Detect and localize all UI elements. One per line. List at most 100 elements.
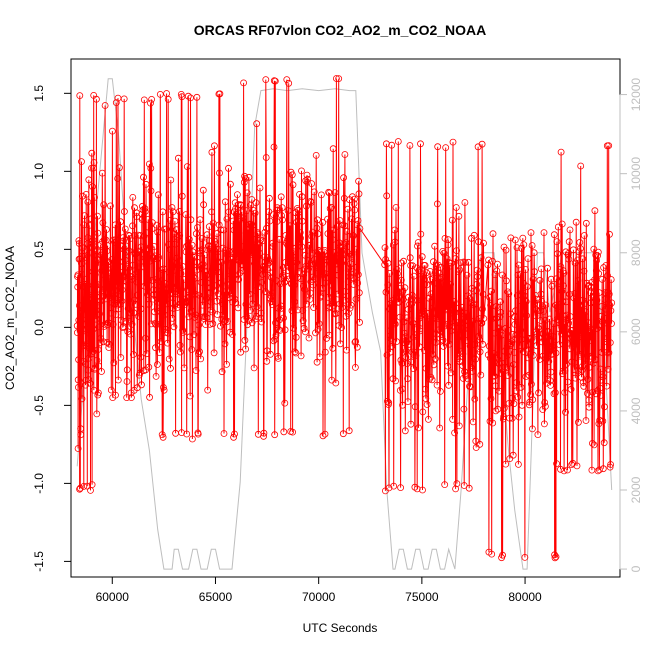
co2-point — [506, 455, 514, 463]
co2-point — [523, 345, 531, 353]
co2-point — [108, 265, 115, 273]
co2-point — [223, 251, 231, 259]
co2-point — [577, 325, 585, 333]
co2-point — [490, 372, 498, 380]
co2-point — [91, 364, 99, 372]
co2-point — [448, 259, 456, 267]
co2-point — [525, 401, 533, 409]
co2-point — [400, 329, 408, 337]
co2-point — [194, 430, 202, 438]
co2-point — [471, 395, 479, 403]
co2-point — [280, 314, 287, 322]
co2-point — [108, 286, 116, 294]
co2-point — [331, 189, 339, 197]
co2-point — [458, 303, 466, 311]
co2-point — [437, 328, 445, 336]
co2-point — [303, 300, 311, 308]
co2-point — [321, 430, 329, 438]
co2-point — [93, 410, 101, 418]
co2-point — [465, 258, 472, 266]
co2-point — [594, 248, 602, 256]
co2-point — [297, 234, 304, 242]
co2-point — [320, 271, 328, 279]
co2-point — [461, 258, 469, 266]
co2-point — [95, 389, 102, 397]
co2-point — [500, 404, 508, 412]
co2-point — [85, 221, 93, 229]
co2-point — [170, 323, 178, 331]
co2-point — [574, 277, 582, 285]
co2-point — [323, 256, 331, 264]
co2-point — [431, 355, 439, 363]
co2-point — [81, 298, 88, 306]
co2-point — [556, 277, 564, 285]
co2-point — [271, 335, 279, 343]
co2-point — [525, 371, 533, 379]
co2-point — [150, 243, 158, 250]
co2-point — [565, 319, 572, 327]
co2-point — [536, 276, 544, 284]
co2-point — [416, 343, 423, 351]
co2-point — [142, 229, 150, 237]
co2-point — [493, 354, 501, 362]
co2-point — [75, 356, 82, 364]
co2-point — [561, 320, 568, 328]
co2-point — [328, 288, 335, 296]
co2-point — [187, 307, 195, 315]
co2-point — [77, 431, 85, 439]
co2-point — [515, 413, 523, 421]
co2-point — [145, 160, 153, 168]
co2-point — [182, 248, 190, 256]
co2-point — [256, 184, 264, 192]
co2-point — [607, 461, 614, 468]
co2-point — [537, 307, 544, 315]
x-axis: 60000 65000 70000 75000 80000 — [96, 576, 542, 604]
co2-point — [463, 316, 471, 324]
co2-point — [387, 335, 395, 343]
co2-point — [303, 178, 311, 186]
co2-point — [591, 276, 599, 284]
co2-point — [74, 329, 81, 337]
co2-point — [181, 298, 188, 306]
co2-point — [190, 331, 198, 339]
co2-point — [199, 260, 207, 268]
co2-point — [106, 294, 114, 302]
co2-point — [465, 325, 473, 333]
co2-point — [394, 277, 402, 285]
x-tick-label: 65000 — [199, 590, 233, 604]
co2-point — [436, 275, 444, 283]
co2-point — [339, 256, 347, 264]
co2-point — [382, 288, 390, 296]
co2-point — [544, 328, 552, 336]
co2-point — [155, 253, 163, 261]
co2-point — [575, 318, 583, 326]
co2-point — [80, 482, 88, 490]
co2-point — [232, 210, 240, 218]
co2-point — [552, 349, 560, 357]
co2-point — [404, 305, 412, 313]
co2-point — [602, 262, 610, 269]
co2-point — [437, 273, 445, 281]
co2-point — [322, 270, 330, 278]
co2-point — [385, 484, 393, 492]
co2-point — [355, 190, 363, 198]
co2-point — [153, 221, 161, 229]
co2-point — [350, 195, 358, 203]
co2-point — [135, 265, 143, 273]
co2-point — [217, 279, 225, 287]
co2-point — [587, 299, 595, 307]
co2-point — [597, 365, 604, 373]
co2-point — [536, 317, 544, 324]
co2-point — [269, 239, 277, 247]
co2-point — [461, 199, 469, 206]
co2-point — [95, 298, 103, 306]
co2-point — [283, 76, 291, 83]
co2-point — [190, 253, 198, 261]
co2-point — [141, 334, 149, 342]
co2-point — [272, 331, 280, 339]
co2-point — [552, 553, 560, 561]
co2-point — [435, 269, 443, 277]
co2-point — [604, 288, 612, 296]
co2-point — [307, 197, 315, 205]
co2-point — [216, 169, 223, 177]
